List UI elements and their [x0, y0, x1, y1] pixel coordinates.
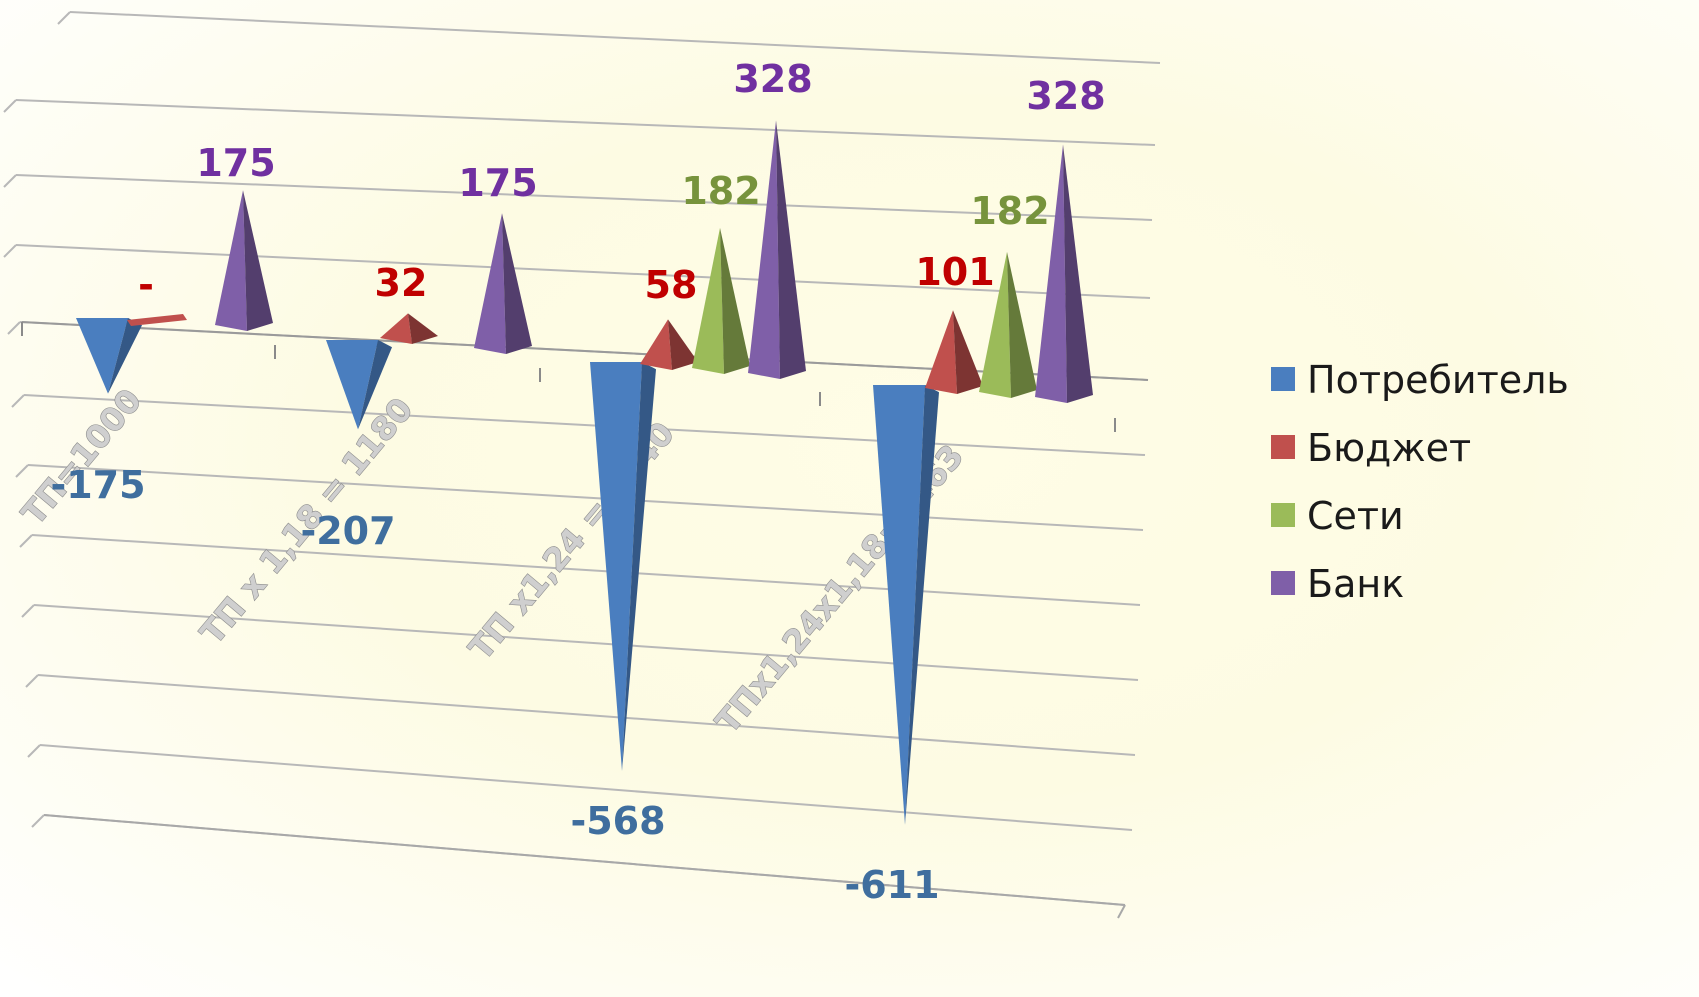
legend-label: Потребитель [1307, 358, 1569, 402]
gridline [31, 534, 1141, 606]
data-label: 328 [733, 57, 812, 101]
gridline-edge [3, 99, 17, 113]
gridline-edge [31, 814, 45, 828]
gridline-edge [3, 174, 17, 188]
gridline-edge [57, 11, 71, 25]
legend-label: Банк [1307, 562, 1404, 606]
gridline [33, 604, 1139, 681]
bar-potrebitel [873, 385, 925, 825]
data-label: 175 [196, 141, 275, 185]
data-label: 328 [1026, 74, 1105, 118]
gridline [27, 464, 1144, 531]
pyramid-side [1063, 144, 1093, 403]
pyramid-mark-3-2 [748, 120, 780, 379]
gridline-edge [7, 321, 21, 335]
gridlines [3, 11, 1161, 919]
bar-potrebitel [76, 318, 128, 394]
gridline [15, 244, 1151, 299]
bar-potrebitel [590, 362, 642, 771]
data-label: 182 [681, 169, 760, 213]
pyramid-mark-3-1 [474, 213, 506, 354]
data-label: - [138, 263, 154, 307]
gridline [37, 674, 1136, 756]
data-label: 175 [458, 161, 537, 205]
gridline-edge [27, 744, 41, 758]
legend: Потребитель Бюджет Сети Банк [1271, 358, 1569, 606]
pyramid-mark-2-2 [692, 227, 724, 374]
pyramid-side [1007, 251, 1037, 398]
floor-edge [1117, 904, 1126, 919]
gridline [69, 11, 1161, 64]
bar-side-face [358, 340, 392, 430]
legend-swatch [1271, 503, 1295, 527]
legend-swatch [1271, 435, 1295, 459]
legend-label: Бюджет [1307, 426, 1471, 470]
data-marks [76, 120, 1093, 825]
bar-potrebitel [326, 340, 378, 430]
gridline [15, 99, 1156, 146]
pyramid-side [720, 227, 750, 374]
gridline [15, 174, 1153, 221]
legend-swatch [1271, 571, 1295, 595]
category-label: ТП=1000 [14, 382, 149, 532]
pyramid-mark-3-0 [215, 190, 247, 331]
pyramid-side [953, 310, 983, 394]
bar-mark-1-0 [127, 314, 187, 326]
data-label: 58 [645, 263, 698, 307]
bar-side-face [622, 362, 656, 771]
gridline-edge [25, 674, 39, 688]
pyramid-side [408, 313, 438, 344]
pyramid-side [776, 120, 806, 379]
pyramid-mark-1-2 [640, 319, 672, 370]
data-labels: -175 -207 -568 -611 - 32 58 101 182 182 175 175 328 3… [50, 57, 1105, 907]
pyramid-mark-2-3 [979, 251, 1011, 398]
data-label: 182 [970, 189, 1049, 233]
gridline-edge [19, 534, 33, 548]
zero-line [21, 321, 1149, 381]
gridline-edge [15, 464, 29, 478]
data-label: -207 [300, 509, 395, 553]
category-labels: ТП=1000 ТП х 1,18 = 1180 ТП х1,24 = 1240 ТП… [14, 381, 972, 741]
legend-swatch [1271, 367, 1295, 391]
legend-label: Сети [1307, 494, 1404, 538]
data-label: 32 [375, 261, 428, 305]
gridline-edge [3, 244, 17, 258]
data-label: 101 [915, 250, 994, 294]
pyramid-mark-1-1 [380, 313, 412, 344]
data-label: -175 [50, 463, 145, 507]
pyramid-side [502, 213, 532, 354]
pyramid-mark-1-3 [925, 310, 957, 394]
gridline-edge [11, 394, 25, 408]
data-label: -611 [844, 863, 939, 907]
pyramid-side [668, 319, 698, 370]
bar-side-face [905, 385, 939, 825]
data-label: -568 [570, 799, 665, 843]
bar-side-face [108, 318, 142, 394]
floor-line [43, 814, 1126, 906]
axis-ticks [21, 322, 1116, 432]
gridline [39, 744, 1133, 831]
gridline [23, 394, 1146, 456]
pyramid-mark-3-3 [1035, 144, 1067, 403]
pyramid-side [243, 190, 273, 331]
gridline-edge [21, 604, 35, 618]
